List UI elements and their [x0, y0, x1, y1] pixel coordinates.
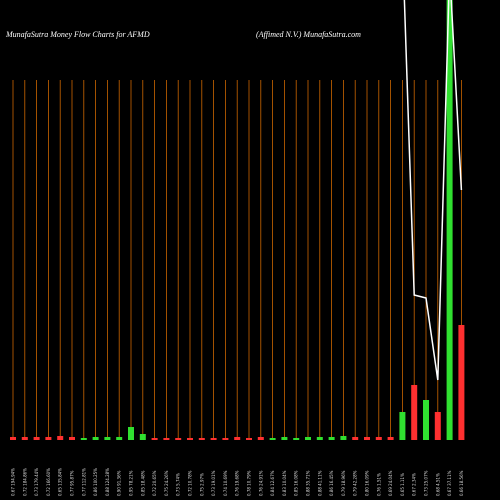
x-tick-label: 0.73 19.01% — [211, 470, 216, 496]
bar — [234, 437, 241, 440]
bar — [10, 437, 16, 440]
x-tick-label: 0.68 4.51% — [435, 473, 440, 496]
bar — [340, 436, 347, 440]
bar — [387, 437, 394, 440]
bar — [257, 437, 264, 440]
bar — [269, 438, 276, 440]
bar — [45, 437, 52, 440]
x-tick-label: 0.85 16.08% — [294, 470, 299, 496]
x-tick-label: 0.88 41.11% — [317, 470, 322, 496]
x-tick-label: 0.86 16.45% — [329, 470, 334, 496]
x-tick-label: 0.69 24.04% — [388, 470, 393, 496]
chart-title: MunafaSutra Money Flow Charts for AFMD — [5, 30, 150, 39]
bar — [246, 438, 252, 440]
x-tick-label: 0.73 179.44% — [34, 468, 39, 496]
x-tick-label: 0.88 124.28% — [105, 468, 110, 496]
x-tick-label: 0.86 100.25% — [93, 468, 98, 496]
price-line — [403, 0, 463, 381]
bar — [434, 412, 441, 440]
bar — [128, 427, 134, 440]
x-tick-label: 0.76 24.91% — [258, 470, 263, 496]
x-tick-label: 0.77 112.81% — [81, 468, 86, 496]
bar — [116, 437, 123, 440]
bar — [316, 437, 323, 440]
bar — [281, 437, 288, 440]
bar — [352, 437, 359, 440]
x-tick-label: 0.65 135.84% — [58, 468, 63, 496]
x-tick-label: 0.79 42.28% — [353, 470, 358, 496]
x-tick-label: 0.74 10.69% — [223, 470, 228, 496]
x-tick-label: 0.83 10.04% — [282, 470, 287, 496]
x-tick-label: 0.90 91.36% — [117, 470, 122, 496]
x-tick-label: 0.67 37.11% — [447, 470, 452, 496]
x-tick-label: 0.80 16.09% — [365, 470, 370, 496]
bar — [423, 400, 429, 440]
bar — [33, 437, 40, 440]
bar — [69, 437, 75, 440]
x-tick-label: 0.79 18.96% — [341, 470, 346, 496]
bar — [92, 437, 99, 440]
bar — [399, 412, 406, 440]
x-tick-label: 0.67 2.34% — [412, 473, 417, 496]
x-tick-label: 0.88 35.71% — [306, 470, 311, 496]
x-tick-label: 0.73 25.07% — [424, 470, 429, 496]
x-tick-label: 0.72 10.78% — [188, 470, 193, 496]
x-tick-label: 0.78 10.79% — [247, 470, 252, 496]
bar — [139, 434, 146, 440]
bar — [163, 438, 170, 440]
bar — [21, 437, 28, 440]
x-tick-label: 0.66 18.56% — [459, 470, 464, 496]
bar — [104, 437, 111, 440]
bar — [198, 438, 205, 440]
x-tick-label: 0.67 194.94% — [11, 468, 16, 496]
bar — [187, 438, 193, 440]
bar — [458, 325, 465, 440]
bar — [375, 437, 382, 440]
x-tick-label: 0.95 78.21% — [129, 470, 134, 496]
x-tick-label: 0.65 1.11% — [400, 473, 405, 496]
x-tick-label: 0.72 20.65% — [152, 470, 157, 496]
x-tick-label: 0.85 18.48% — [140, 470, 145, 496]
x-tick-label: 0.77 95.87% — [70, 470, 75, 496]
x-tick-label: 0.76 1.51% — [376, 473, 381, 496]
chart-subtitle: (Affimed N.V.) MunafaSutra.com — [256, 30, 361, 39]
bar — [411, 385, 418, 440]
bar — [446, 0, 453, 440]
bar — [328, 437, 335, 440]
x-tick-label: 0.73 5.74% — [176, 473, 181, 496]
x-tick-label: 0.72 184.86% — [22, 468, 27, 496]
x-tick-label: 0.75 2.97% — [199, 473, 204, 496]
bar — [80, 438, 87, 440]
bar — [175, 438, 182, 440]
bar — [293, 438, 300, 440]
bar — [222, 438, 229, 440]
bar — [364, 437, 370, 440]
bar — [151, 438, 158, 440]
x-tick-label: 0.72 166.60% — [46, 468, 51, 496]
x-tick-label: 0.84 12.67% — [270, 470, 275, 496]
bar — [210, 438, 217, 440]
bar — [305, 437, 311, 440]
x-tick-label: 0.76 19.68% — [235, 470, 240, 496]
bar — [57, 436, 64, 440]
x-tick-label: 0.75 24.26% — [164, 470, 169, 496]
